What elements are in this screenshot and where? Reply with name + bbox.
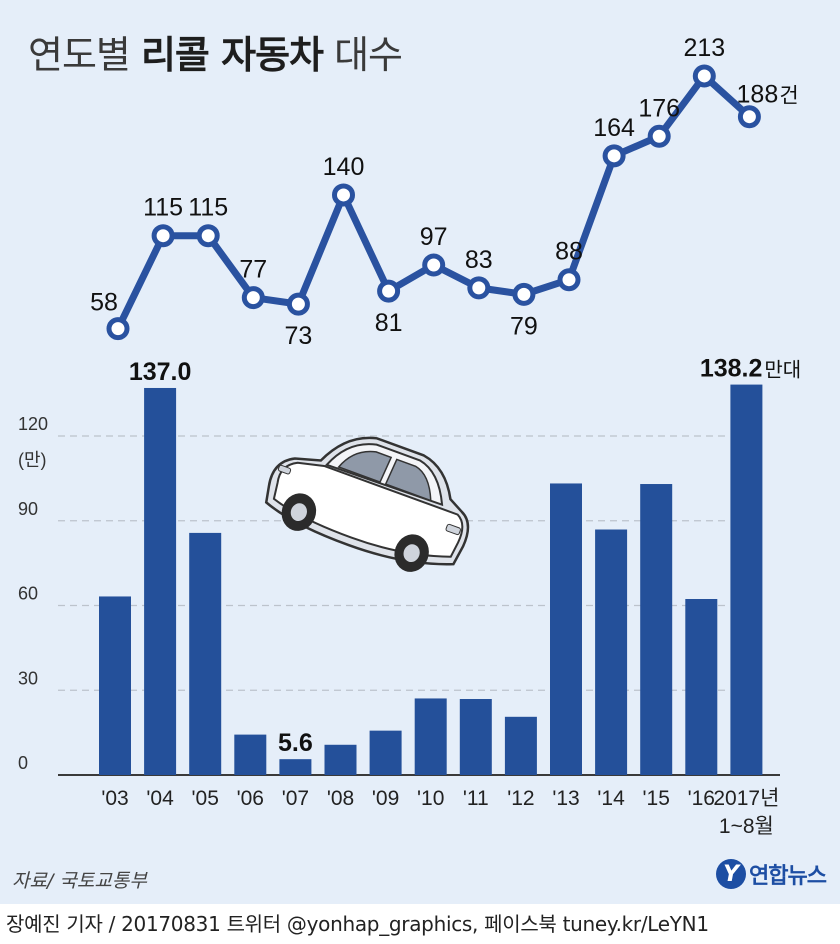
line-value-label: 79 [510, 312, 538, 340]
line-value-label: 88 [555, 238, 583, 266]
label-layer: 0 30 60 90 120 (만) '03 '04 '05 '06 '07 '08 '09 '10 '11… [18, 34, 801, 838]
footer-band [0, 904, 840, 944]
line-value-label: 58 [90, 289, 118, 317]
line-value-label: 83 [465, 246, 493, 274]
line-point [151, 224, 175, 248]
bar [459, 699, 492, 775]
line-value-label: 73 [284, 322, 312, 350]
line-layer [106, 64, 761, 341]
line-value-label: 115 [188, 194, 228, 222]
bar [685, 599, 718, 775]
line-value-label: 115 [143, 194, 183, 222]
line-point [332, 183, 355, 207]
x-tick-label: 1~8월 [719, 815, 774, 838]
line-value-label: 164 [593, 114, 635, 142]
bar [324, 744, 357, 775]
bar [279, 759, 312, 775]
bar-data-label: 138.2 [700, 355, 763, 383]
bar [550, 483, 582, 775]
title-bold: 리콜 자동차 [140, 33, 324, 77]
line-point [647, 124, 671, 148]
line-point [602, 144, 626, 168]
x-tick-label: '06 [237, 787, 264, 810]
x-tick-label: 2017년 [713, 787, 779, 810]
chart-title: 연도별 리콜 자동차 대수 [28, 24, 403, 79]
bar [234, 734, 267, 775]
line-value-label: 97 [420, 223, 448, 251]
bar [730, 384, 763, 775]
bar [189, 532, 222, 775]
line-value-label: 188 [737, 81, 779, 109]
x-tick-label: '16 [688, 787, 715, 810]
bar [595, 529, 628, 775]
bar [414, 698, 447, 775]
line-point [692, 64, 716, 88]
x-tick-label: '08 [327, 787, 354, 810]
x-tick-label: '04 [146, 787, 174, 810]
bar [640, 484, 673, 775]
line-point [422, 253, 446, 277]
line-value-label: 81 [375, 309, 403, 337]
chart-svg: 0 30 60 90 120 (만) '03 '04 '05 '06 '07 '08 '09 '10 '11… [18, 34, 801, 838]
logo-mark-icon: Y [716, 859, 747, 889]
line-point [467, 276, 491, 300]
y-tick-label: 90 [18, 499, 38, 519]
x-tick-label: '11 [463, 787, 489, 810]
bar [99, 596, 131, 775]
line-point [557, 268, 581, 292]
title-part-2: 대수 [323, 33, 403, 77]
y-axis-label: (만) [18, 450, 47, 470]
line-point [106, 317, 130, 341]
x-tick-label: '07 [282, 787, 309, 810]
x-tick-label: '13 [552, 787, 579, 810]
line-point [196, 224, 220, 248]
car-icon [264, 436, 470, 572]
line-value-label: 176 [638, 94, 680, 122]
bar [144, 387, 177, 775]
y-tick-label: 120 [18, 414, 48, 434]
line-point [512, 282, 536, 306]
line-point [286, 292, 310, 316]
bar-layer [99, 384, 763, 775]
credit-line: 장예진 기자 / 20170831 트위터 @yonhap_graphics, … [6, 912, 709, 936]
line-value-label: 140 [323, 153, 365, 181]
line-value-unit: 건 [779, 85, 798, 108]
source-note: 자료/ 국토교통부 [12, 870, 147, 892]
publisher-logo: Y 연합뉴스 [716, 858, 827, 890]
bar-data-label-unit: 만대 [764, 359, 801, 382]
bar-data-label: 137.0 [129, 358, 192, 386]
line-point [377, 279, 401, 303]
bar [369, 730, 402, 775]
x-tick-label: '14 [597, 787, 625, 810]
line-point [737, 105, 761, 129]
bar [504, 716, 537, 775]
x-tick-label: '12 [507, 787, 534, 810]
title-part-1: 연도별 [28, 33, 141, 77]
bar-data-label: 5.6 [278, 729, 313, 757]
line-point [241, 286, 265, 310]
x-tick-label: '03 [101, 787, 128, 810]
x-tick-label: '15 [643, 787, 670, 810]
y-tick-label: 0 [18, 753, 28, 773]
line-value-label: 77 [239, 256, 267, 284]
line-value-label: 213 [683, 34, 725, 62]
y-tick-label: 30 [18, 668, 38, 688]
y-tick-label: 60 [18, 584, 38, 604]
x-tick-label: '05 [192, 787, 219, 810]
logo-text: 연합뉴스 [749, 864, 827, 889]
x-tick-label: '09 [372, 787, 399, 810]
x-tick-label: '10 [417, 787, 444, 810]
